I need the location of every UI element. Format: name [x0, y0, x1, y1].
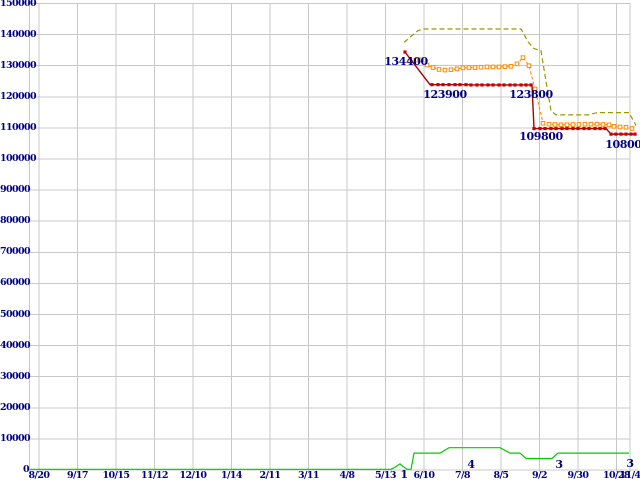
y-axis-label: 100000: [0, 153, 37, 164]
store-count-series: [30, 447, 629, 470]
x-axis-label: 10/28: [603, 469, 631, 480]
x-axis-label: 1/14: [221, 469, 243, 480]
y-axis-label: 130000: [0, 59, 37, 71]
y-axis-label: 40000: [0, 339, 31, 351]
count-label: 3: [555, 457, 563, 471]
average-price-series: [407, 55, 635, 131]
y-axis-label: 10000: [0, 432, 31, 444]
price-label: 108000: [605, 137, 640, 151]
x-axis-label: 9/2: [532, 469, 547, 480]
x-axis-label: 5/13: [375, 469, 397, 480]
x-axis-label: 3/11: [298, 469, 320, 480]
x-axis-label: 11/12: [141, 469, 169, 480]
y-axis-label: 30000: [0, 370, 31, 382]
x-axis-label: 8/20: [28, 469, 51, 480]
y-axis-label: 70000: [0, 246, 31, 258]
y-axis-label: 90000: [0, 184, 31, 196]
y-axis-label: 120000: [0, 90, 37, 102]
x-axis-label: 4/8: [339, 469, 355, 480]
highest-price-series: [403, 28, 637, 126]
x-axis-label: 11/4: [619, 469, 640, 480]
price-label: 123900: [423, 87, 467, 101]
y-axis-label: 80000: [0, 215, 31, 227]
count-label: 4: [467, 457, 475, 471]
price-label: 123800: [509, 87, 553, 101]
gridlines: [27, 2, 640, 472]
y-axis-label: 20000: [0, 401, 31, 413]
y-axis-label: 50000: [0, 308, 31, 320]
price-label: 134400: [384, 54, 428, 68]
y-axis-label: 150000: [0, 0, 37, 9]
x-axis-label: 8/5: [493, 469, 509, 480]
price-label: 109800: [519, 129, 563, 143]
y-axis-label: 140000: [0, 28, 37, 40]
y-axis-label: 0: [22, 464, 30, 475]
y-axis-label: 110000: [0, 121, 37, 133]
x-axis-label: 12/10: [179, 469, 208, 480]
x-axis-label: 10/15: [102, 469, 131, 480]
x-axis-label: 9/17: [67, 469, 89, 480]
count-label: 3: [626, 456, 634, 470]
x-axis-label: 2/11: [259, 469, 282, 480]
count-label: 1: [400, 467, 408, 480]
lowest-price-series: [403, 50, 637, 136]
y-axis-label: 60000: [0, 277, 31, 289]
x-axis-label: 6/10: [413, 469, 436, 480]
x-axis-label: 9/30: [567, 469, 590, 480]
x-axis-label: 7/8: [455, 469, 470, 480]
